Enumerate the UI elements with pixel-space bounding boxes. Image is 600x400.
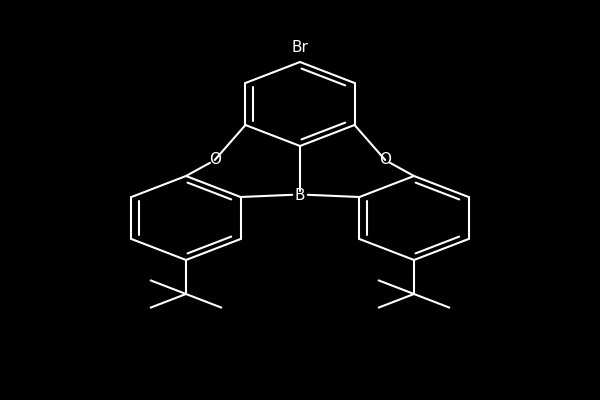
Text: O: O <box>379 152 391 168</box>
Text: B: B <box>295 188 305 204</box>
Text: Br: Br <box>292 40 308 55</box>
Text: O: O <box>209 152 221 168</box>
